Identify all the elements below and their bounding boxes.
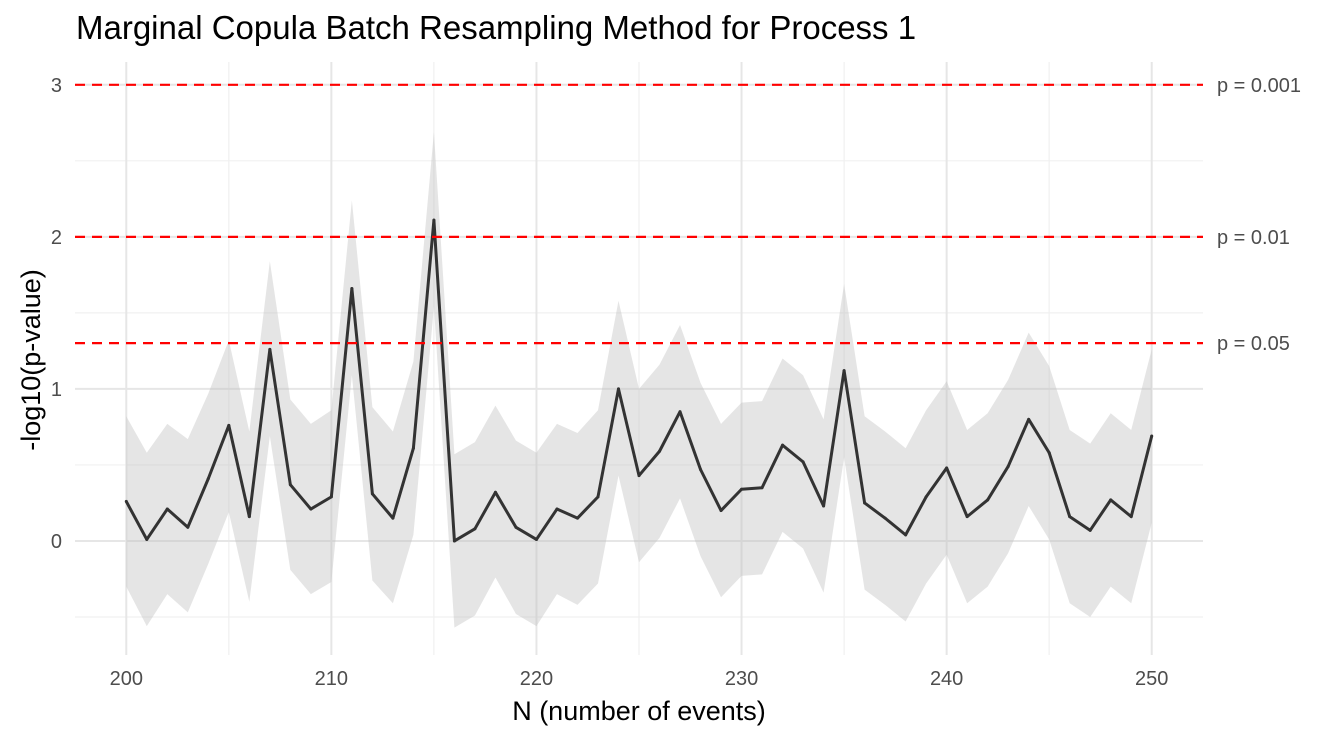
data-point bbox=[391, 516, 395, 520]
data-point bbox=[534, 537, 538, 541]
data-point bbox=[965, 515, 969, 519]
data-point bbox=[1129, 515, 1133, 519]
data-point bbox=[678, 410, 682, 414]
data-point bbox=[781, 443, 785, 447]
reference-lines: p = 0.001 p = 0.01 p = 0.05 bbox=[75, 75, 1301, 355]
data-point bbox=[555, 507, 559, 511]
data-point bbox=[760, 486, 764, 490]
data-point bbox=[883, 516, 887, 520]
data-point bbox=[1068, 515, 1072, 519]
x-axis-title: N (number of events) bbox=[512, 696, 766, 726]
data-point bbox=[165, 507, 169, 511]
data-point bbox=[370, 492, 374, 496]
data-point bbox=[1088, 528, 1092, 532]
x-tick-labels: 200 210 220 230 240 250 bbox=[110, 668, 1169, 690]
data-point bbox=[801, 460, 805, 464]
y-tick-label: 1 bbox=[51, 379, 62, 401]
data-point bbox=[206, 477, 210, 481]
data-point bbox=[186, 525, 190, 529]
series-line-layer bbox=[124, 218, 1154, 543]
data-point bbox=[740, 487, 744, 491]
data-point bbox=[227, 423, 231, 427]
data-point bbox=[1047, 451, 1051, 455]
data-point bbox=[268, 347, 272, 351]
data-point bbox=[1150, 434, 1154, 438]
data-point bbox=[124, 499, 128, 503]
x-tick-label: 240 bbox=[930, 668, 963, 690]
x-tick-label: 200 bbox=[110, 668, 143, 690]
chart-title: Marginal Copula Batch Resampling Method … bbox=[76, 9, 916, 46]
data-point bbox=[1006, 464, 1010, 468]
data-point bbox=[699, 467, 703, 471]
x-tick-label: 230 bbox=[725, 668, 758, 690]
data-point bbox=[288, 483, 292, 487]
x-tick-label: 220 bbox=[520, 668, 553, 690]
data-point bbox=[658, 449, 662, 453]
data-point bbox=[575, 516, 579, 520]
data-point bbox=[1109, 498, 1113, 502]
data-point bbox=[514, 525, 518, 529]
y-tick-label: 2 bbox=[51, 227, 62, 249]
data-point bbox=[904, 533, 908, 537]
y-tick-label: 3 bbox=[51, 75, 62, 97]
y-tick-label: 0 bbox=[51, 531, 62, 553]
data-point bbox=[145, 537, 149, 541]
data-point bbox=[473, 527, 477, 531]
y-tick-labels: 0 1 2 3 bbox=[51, 75, 62, 553]
data-point bbox=[432, 218, 436, 222]
data-point bbox=[1027, 417, 1031, 421]
reference-line-label: p = 0.01 bbox=[1217, 227, 1290, 249]
data-point bbox=[596, 495, 600, 499]
reference-line-label: p = 0.001 bbox=[1217, 75, 1301, 97]
x-tick-label: 210 bbox=[315, 668, 348, 690]
data-point bbox=[350, 287, 354, 291]
data-point bbox=[986, 498, 990, 502]
data-point bbox=[493, 490, 497, 494]
data-point bbox=[637, 474, 641, 478]
data-point bbox=[945, 466, 949, 470]
data-point bbox=[719, 509, 723, 513]
data-point bbox=[616, 387, 620, 391]
reference-line-label: p = 0.05 bbox=[1217, 333, 1290, 355]
data-point bbox=[924, 495, 928, 499]
data-point bbox=[309, 507, 313, 511]
y-axis-title: -log10(p-value) bbox=[16, 269, 46, 451]
data-point bbox=[452, 539, 456, 543]
data-point bbox=[863, 501, 867, 505]
x-tick-label: 250 bbox=[1135, 668, 1168, 690]
data-point bbox=[411, 446, 415, 450]
data-point bbox=[822, 504, 826, 508]
data-point bbox=[842, 369, 846, 373]
data-point bbox=[329, 495, 333, 499]
data-point bbox=[247, 515, 251, 519]
